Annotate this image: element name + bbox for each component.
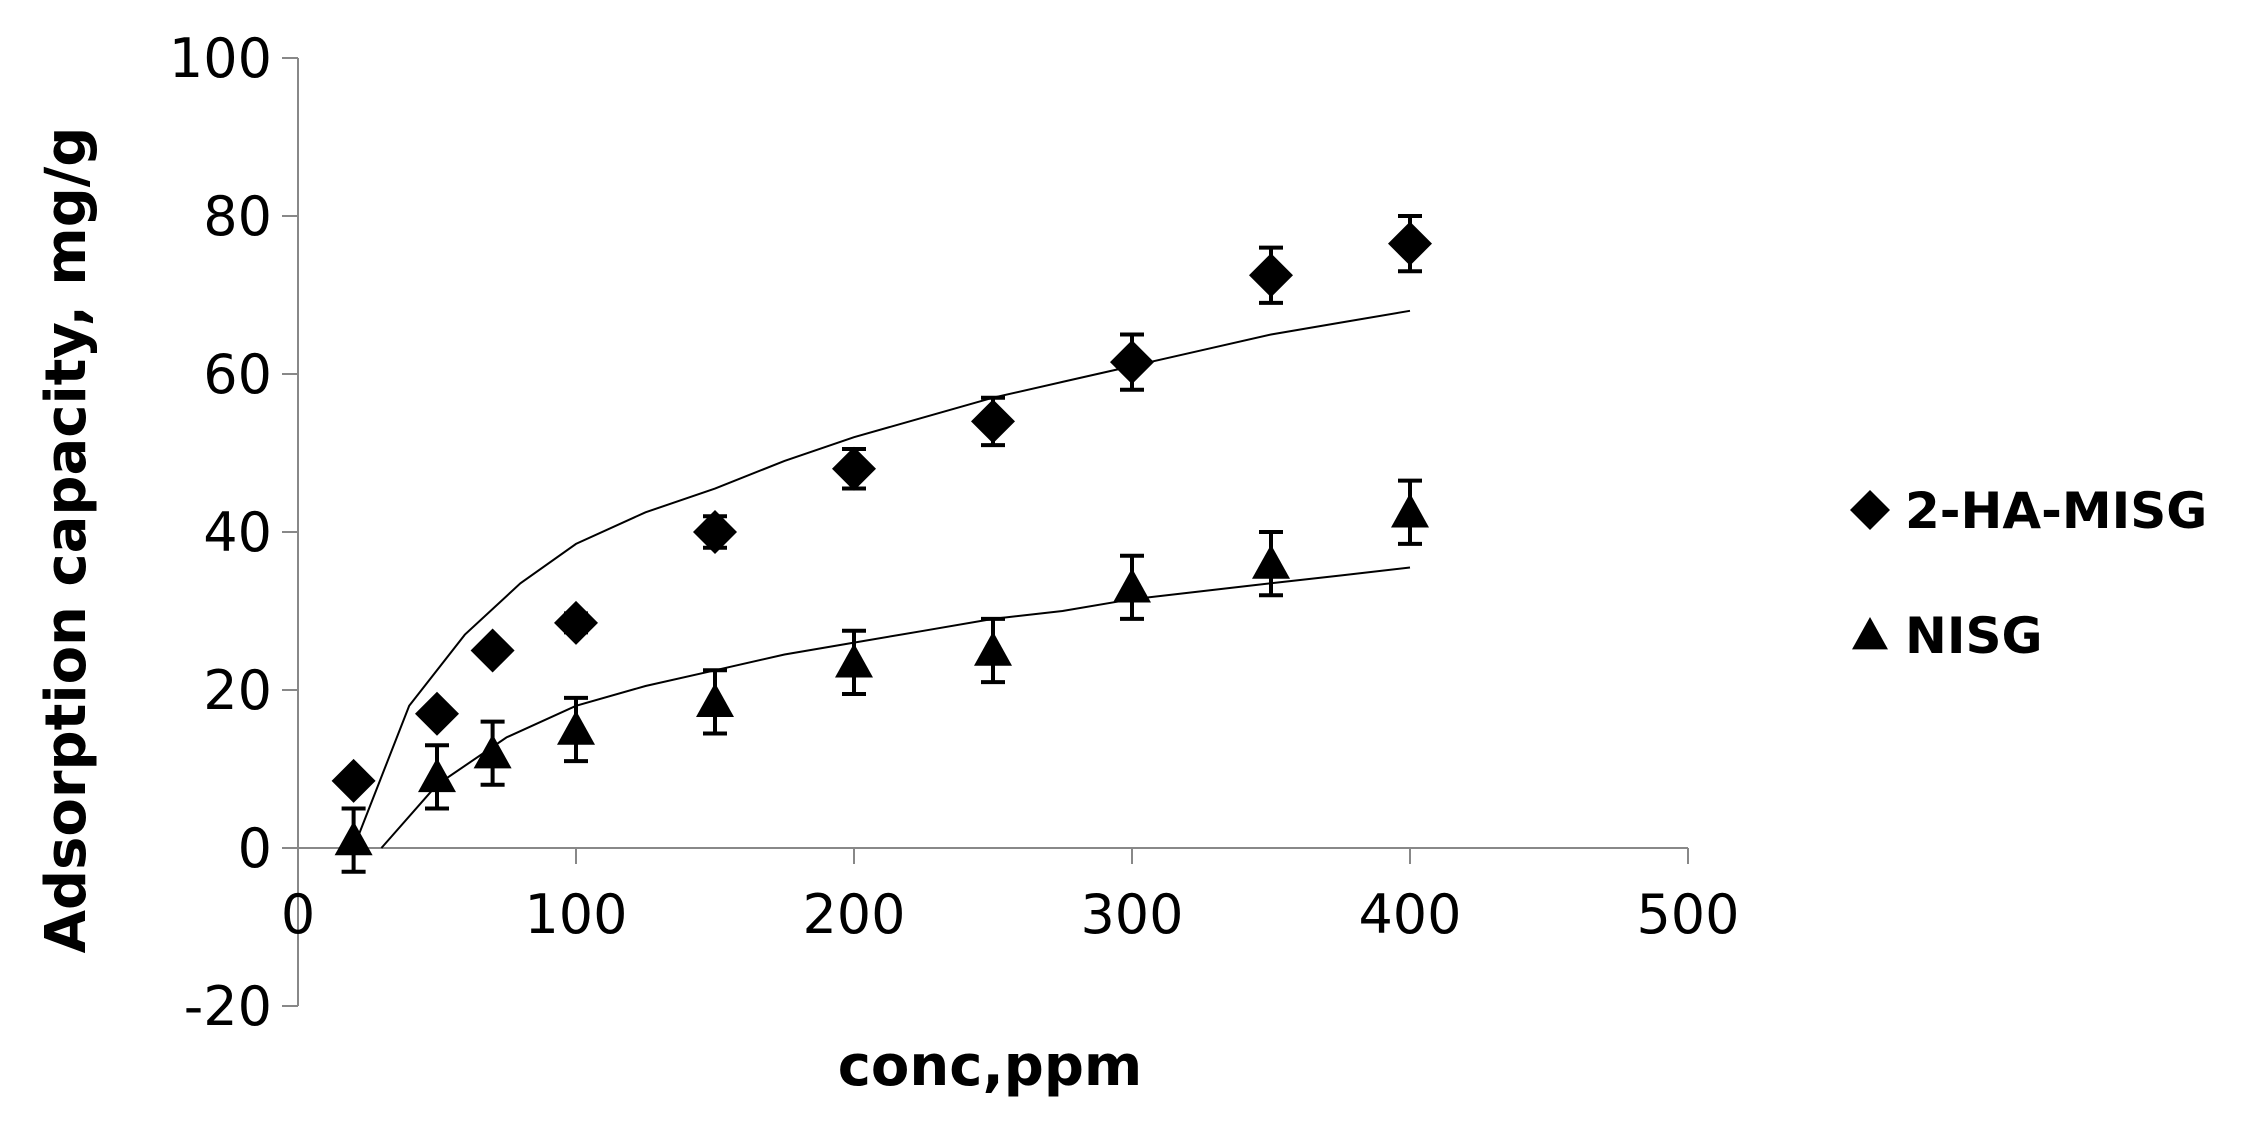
y-tick-label: 60 bbox=[203, 343, 272, 406]
misg-point bbox=[1110, 340, 1154, 385]
nisg-point bbox=[696, 682, 734, 718]
x-tick-label: 0 bbox=[281, 883, 315, 946]
misg-point bbox=[415, 691, 459, 736]
x-tick-label: 200 bbox=[802, 883, 905, 946]
misg-point bbox=[331, 758, 376, 803]
y-tick-label: 80 bbox=[203, 185, 272, 248]
y-tick-label: 100 bbox=[169, 27, 272, 90]
nisg-point bbox=[1252, 544, 1290, 579]
legend-misg-marker bbox=[1850, 490, 1890, 530]
misg-point bbox=[971, 399, 1015, 444]
x-tick-label: 100 bbox=[524, 883, 627, 946]
nisg-point bbox=[473, 734, 512, 769]
y-tick-label: 0 bbox=[238, 817, 272, 880]
y-axis-title: Adsorption capacity, mg/g bbox=[34, 127, 99, 954]
nisg-point bbox=[334, 821, 373, 856]
y-tick-label: -20 bbox=[184, 975, 272, 1038]
nisg-point bbox=[1391, 493, 1429, 528]
nisg-point bbox=[557, 710, 595, 745]
x-axis-title: conc,ppm bbox=[838, 1034, 1143, 1099]
legend-misg-label: 2-HA-MISG bbox=[1905, 482, 2207, 540]
nisg-point bbox=[835, 643, 873, 678]
misg-point bbox=[554, 600, 598, 645]
data-points-layer bbox=[331, 214, 1432, 874]
misg-point bbox=[1388, 221, 1432, 266]
y-tick-label: 40 bbox=[203, 501, 272, 564]
legend: 2-HA-MISG NISG bbox=[1850, 482, 2207, 665]
nisg-fit-curve bbox=[380, 566, 1411, 849]
misg-point bbox=[1249, 253, 1293, 298]
x-tick-label: 400 bbox=[1358, 883, 1461, 946]
misg-point bbox=[832, 446, 876, 491]
misg-fit-curve bbox=[352, 309, 1411, 849]
fit-curves-layer bbox=[352, 309, 1411, 849]
nisg-point bbox=[1113, 568, 1151, 603]
nisg-point bbox=[974, 631, 1012, 666]
legend-nisg-marker bbox=[1852, 617, 1888, 650]
legend-nisg-label: NISG bbox=[1905, 607, 2043, 665]
x-tick-label: 300 bbox=[1080, 883, 1183, 946]
misg-point bbox=[470, 628, 515, 673]
misg-point bbox=[693, 510, 737, 554]
nisg-point bbox=[418, 757, 456, 793]
y-tick-label: 20 bbox=[203, 659, 272, 722]
x-tick-label: 500 bbox=[1636, 883, 1739, 946]
